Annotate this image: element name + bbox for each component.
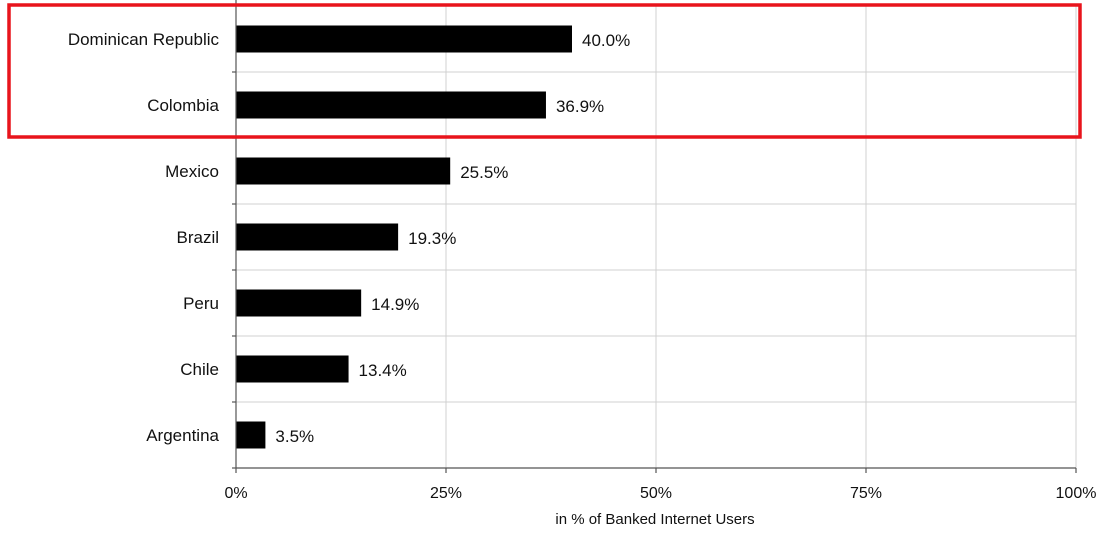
category-label: Peru — [183, 294, 219, 313]
value-label: 3.5% — [275, 427, 314, 446]
bar — [236, 289, 362, 317]
value-label: 40.0% — [582, 31, 630, 50]
x-tick-label: 75% — [850, 485, 882, 502]
bar — [236, 91, 546, 119]
category-label: Mexico — [165, 162, 219, 181]
value-label: 13.4% — [359, 361, 407, 380]
category-label: Brazil — [176, 228, 219, 247]
category-label: Colombia — [147, 96, 219, 115]
value-label: 14.9% — [371, 295, 419, 314]
bar — [236, 25, 572, 53]
value-label: 19.3% — [408, 229, 456, 248]
highlight-layer — [7, 3, 1082, 139]
category-label: Argentina — [146, 426, 219, 445]
highlight-box — [7, 3, 1082, 139]
value-label: 36.9% — [556, 97, 604, 116]
labels-layer: Dominican Republic 40.0% Colombia 36.9% Mexi… — [68, 30, 630, 446]
x-tick-label: 25% — [430, 485, 462, 502]
x-tick-label: 0% — [224, 485, 247, 502]
x-tick-label: 50% — [640, 485, 672, 502]
axis-layer: 0% 25% 50% 75% 100% — [224, 0, 1096, 502]
bar — [236, 157, 451, 185]
x-axis-title: in % of Banked Internet Users — [555, 511, 754, 528]
bar — [236, 223, 399, 251]
category-label: Chile — [180, 360, 219, 379]
bar — [236, 421, 266, 449]
category-label: Dominican Republic — [68, 30, 220, 49]
bars-layer — [236, 25, 572, 449]
bar — [236, 355, 349, 383]
x-tick-label: 100% — [1056, 485, 1097, 502]
value-label: 25.5% — [460, 163, 508, 182]
